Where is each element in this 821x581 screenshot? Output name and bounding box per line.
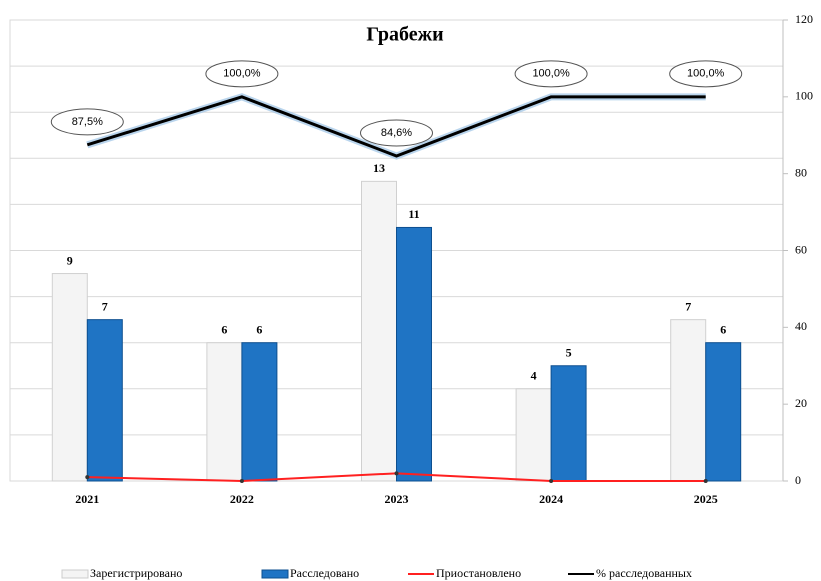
bar [670, 319, 707, 482]
line-point [394, 471, 399, 476]
line-point [239, 479, 244, 483]
bar [705, 342, 742, 482]
bar-value-label: 4 [531, 369, 537, 383]
bar-value-label: 11 [408, 207, 419, 221]
label-bubble [360, 119, 433, 147]
bar [86, 319, 123, 482]
x-tick-label: 2023 [385, 492, 409, 506]
line-value-label: 84,6% [381, 127, 412, 139]
legend-label: % расследованных [596, 566, 692, 580]
line-point [549, 479, 554, 483]
line-point [703, 479, 708, 483]
bar [515, 388, 552, 482]
line-point [85, 475, 90, 480]
legend-swatch [61, 569, 89, 579]
line-value-label: 100,0% [223, 68, 261, 80]
bar-value-label: 9 [67, 253, 73, 267]
y2-tick-label: 80 [795, 165, 807, 179]
bar-value-label: 6 [256, 322, 262, 336]
x-tick-label: 2025 [694, 492, 718, 506]
bar-value-label: 5 [566, 346, 572, 360]
label-bubble [514, 60, 588, 88]
bar-value-label: 6 [720, 322, 726, 336]
line-value-label: 100,0% [532, 68, 570, 80]
y2-tick-label: 0 [795, 473, 801, 487]
y2-tick-label: 120 [795, 12, 813, 26]
bar [51, 273, 88, 482]
bar-value-label: 7 [685, 299, 691, 313]
line-value-label: 87,5% [72, 116, 103, 128]
x-tick-label: 2022 [230, 492, 254, 506]
bar [361, 180, 397, 482]
bar [241, 342, 278, 482]
legend-label: Приостановлено [436, 566, 521, 580]
bar [550, 365, 587, 482]
bar [396, 226, 432, 482]
label-bubble [205, 60, 279, 88]
label-bubble [50, 108, 124, 136]
legend-swatch [261, 569, 289, 579]
y2-tick-label: 100 [795, 89, 813, 103]
legend-label: Зарегистрировано [90, 566, 182, 580]
y2-tick-label: 60 [795, 242, 807, 256]
bar [206, 342, 243, 482]
line [86, 95, 706, 158]
bar-value-label: 7 [102, 299, 108, 313]
line-value-label: 100,0% [687, 68, 725, 80]
y2-tick-label: 40 [795, 319, 807, 333]
legend-label: Расследовано [290, 566, 359, 580]
y2-tick-label: 20 [795, 396, 807, 410]
chart-title: Грабежи [366, 24, 443, 46]
label-bubble [669, 60, 743, 88]
bar-value-label: 6 [221, 322, 227, 336]
bar-value-label: 13 [373, 161, 385, 175]
x-tick-label: 2024 [539, 492, 563, 506]
x-tick-label: 2021 [75, 492, 99, 506]
